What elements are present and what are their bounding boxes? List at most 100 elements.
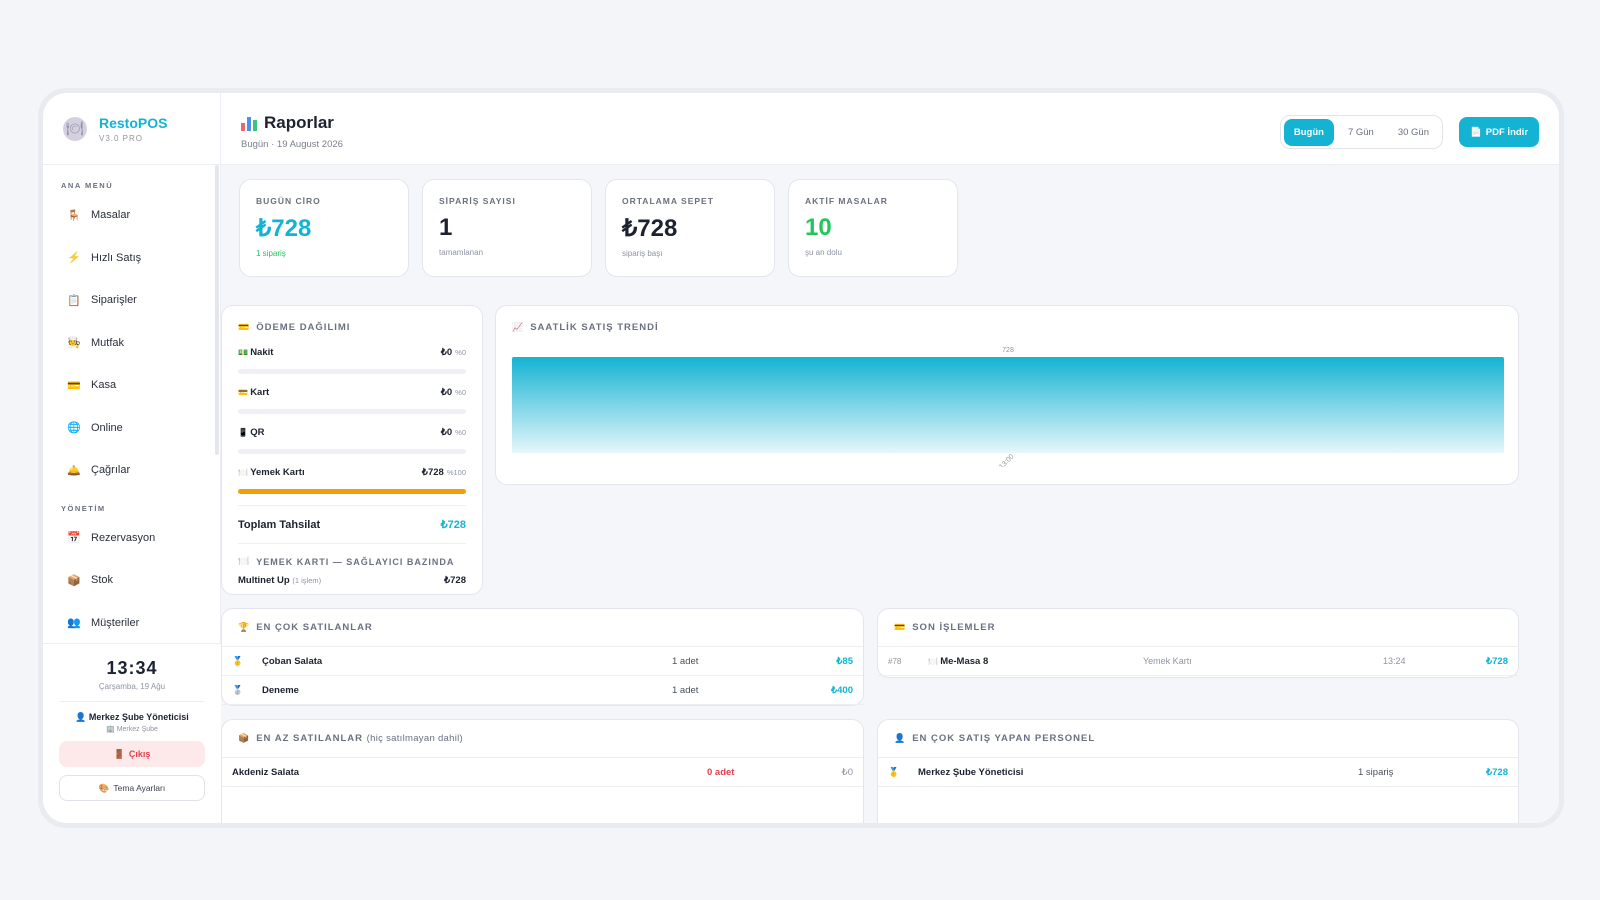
hourly-trend-card: 📈 SAATLİK SATIŞ TRENDİ 728 13:00 — [495, 305, 1519, 485]
sidebar-item-masalar[interactable]: 🪑 Masalar — [43, 194, 220, 237]
card-icon: 💳 — [238, 322, 251, 332]
provider-section: 🍽️ YEMEK KARTI — SAĞLAYICI BAZINDA Multin… — [238, 543, 466, 586]
plate-icon: 🍽️ — [238, 556, 251, 566]
pdf-download-button[interactable]: 📄 PDF İndir — [1459, 117, 1539, 147]
sidebar-scrollbar[interactable] — [215, 165, 219, 455]
range-7-days[interactable]: 7 Gün — [1347, 126, 1374, 138]
sidebar-item-label: Çağrılar — [91, 464, 131, 477]
item-amount: ₺400 — [831, 684, 853, 696]
kpi-label: SİPARİŞ SAYISI — [439, 196, 516, 206]
top-sellers-title: EN ÇOK SATILANLAR — [256, 622, 373, 633]
transaction-table-name: Me-Masa 8 — [940, 655, 989, 667]
kpi-average-basket: ORTALAMA SEPET ₺728 sipariş başı — [605, 179, 775, 277]
table-row[interactable]: #78 🍽️ Me-Masa 8 Yemek Kartı 13:24 ₺728 — [878, 647, 1518, 676]
user-branch: Merkez Şube — [116, 726, 158, 733]
branch-icon: 🏢 — [106, 726, 117, 733]
sidebar-item-online[interactable]: 🌐 Online — [43, 407, 220, 450]
payment-title: 💳 ÖDEME DAĞILIMI — [238, 322, 466, 333]
payment-method-label: QR — [250, 426, 265, 438]
sidebar-item-label: Online — [91, 421, 123, 434]
table-row[interactable]: 🥇 Çoban Salata 1 adet ₺85 — [222, 647, 863, 676]
kpi-sub: sipariş başı — [622, 249, 663, 258]
sidebar-item-mutfak[interactable]: 🧑‍🍳 Mutfak — [43, 322, 220, 365]
provider-name: Multinet Up — [238, 575, 290, 586]
range-today[interactable]: Bugün — [1283, 118, 1334, 146]
nav-icon: 💳 — [67, 379, 81, 392]
staff-orders: 1 sipariş — [1358, 766, 1394, 778]
door-icon: 🚪 — [113, 748, 125, 759]
least-sellers-title: EN AZ SATILANLAR — [256, 733, 363, 744]
clock: 13:34 — [106, 658, 158, 678]
nav-icon: 🌐 — [67, 422, 81, 435]
sidebar-item-label: Kasa — [91, 379, 117, 392]
section-main-title: ANA MENÜ — [61, 181, 114, 190]
nav-icon: 📋 — [67, 294, 81, 307]
recent-title: SON İŞLEMLER — [912, 622, 996, 633]
logout-label: Çıkış — [128, 749, 151, 759]
payment-row-line: 📱 QR ₺0 %0 — [238, 425, 466, 439]
sidebar-item-rezervasyon[interactable]: 📅 Rezervasyon — [43, 517, 220, 560]
logout-button[interactable]: 🚪 Çıkış — [59, 741, 205, 767]
page-title-text: Raporlar — [264, 113, 334, 132]
medal-icon: 🥇 — [888, 766, 900, 777]
item-qty: 1 adet — [672, 655, 699, 667]
sidebar-item--a-r-lar[interactable]: 🛎️ Çağrılar — [43, 449, 220, 492]
payment-bar-fill — [238, 489, 466, 494]
payment-bar — [238, 369, 466, 374]
least-sellers-card: 📦 EN AZ SATILANLAR (hiç satılmayan dahil)… — [221, 719, 864, 823]
payment-title-text: ÖDEME DAĞILIMI — [256, 322, 351, 333]
top-bar: Raporlar Bugün · 19 August 2026 Bugün 7 … — [221, 93, 1559, 165]
trend-title-text: SAATLİK SATIŞ TRENDİ — [530, 322, 659, 333]
payment-percent: %0 — [455, 347, 466, 357]
sidebar-item-label: Hızlı Satış — [91, 251, 142, 264]
hourly-trend-chart: 728 13:00 — [512, 347, 1504, 467]
person-icon: 👤 — [894, 733, 907, 743]
plate-icon: 🍽️ — [928, 656, 941, 666]
transaction-amount: ₺728 — [1486, 655, 1508, 667]
nav-icon: 👥 — [67, 617, 81, 630]
app-window: 🍽 RestoPOS V3.0 PRO ANA MENÜ 🪑 Masalar ⚡ Hı… — [43, 93, 1559, 823]
sidebar-footer: 13:34 Çarşamba, 19 Ağu 👤 Merkez Şube Yön… — [43, 643, 221, 823]
range-30-days[interactable]: 30 Gün — [1397, 126, 1429, 138]
transaction-time: 13:24 — [1383, 656, 1406, 666]
sidebar-item-stok[interactable]: 📦 Stok — [43, 559, 220, 602]
payment-bar — [238, 449, 466, 454]
admin-nav: 📅 Rezervasyon 📦 Stok 👥 Müşteriler — [43, 517, 220, 645]
sidebar-item-h-zl-sat-[interactable]: ⚡ Hızlı Satış — [43, 237, 220, 280]
payment-row: 🍽️ Yemek Kartı ₺728 %100 — [238, 465, 466, 494]
payment-row-line: 💵 Nakit ₺0 %0 — [238, 345, 466, 359]
sidebar-item-label: Rezervasyon — [91, 531, 156, 544]
kpi-sub: tamamlanan — [439, 248, 484, 257]
sidebar-item-sipari-ler[interactable]: 📋 Siparişler — [43, 279, 220, 322]
sidebar-item-m-teriler[interactable]: 👥 Müşteriler — [43, 602, 220, 645]
table-row[interactable]: 🥇 Merkez Şube Yöneticisi 1 sipariş ₺728 — [878, 758, 1518, 787]
transaction-table: 🍽️ Me-Masa 8 — [928, 656, 1143, 667]
payment-amount-group: ₺0 %0 — [441, 387, 466, 398]
nav-icon: 📅 — [67, 532, 81, 545]
provider-count: (1 işlem) — [292, 576, 322, 585]
sidebar-item-label: Mutfak — [91, 336, 125, 349]
nav-icon: 📦 — [67, 574, 81, 587]
table-row[interactable]: Akdeniz Salata 0 adet ₺0 — [222, 758, 863, 787]
item-qty: 0 adet — [707, 766, 735, 778]
palette-icon: 🎨 — [98, 782, 110, 793]
item-name: Deneme — [262, 684, 299, 696]
top-sellers-list: 🥇 Çoban Salata 1 adet ₺85 🥈 Deneme 1 adet ₺400 — [222, 647, 863, 705]
theme-settings-button[interactable]: 🎨 Tema Ayarları — [59, 775, 205, 801]
bar-chart-icon — [241, 115, 257, 131]
table-row[interactable]: 🥈 Deneme 1 adet ₺400 — [222, 676, 863, 705]
sidebar-item-kasa[interactable]: 💳 Kasa — [43, 364, 220, 407]
trend-chart-icon: 📈 — [512, 322, 525, 332]
sidebar-item-label: Müşteriler — [91, 616, 140, 629]
sidebar: 🍽 RestoPOS V3.0 PRO ANA MENÜ 🪑 Masalar ⚡ Hı… — [43, 93, 221, 823]
kpi-sub: şu an dolu — [805, 248, 842, 257]
payment-method-icon: 🍽️ — [238, 467, 251, 477]
top-staff-title: EN ÇOK SATIŞ YAPAN PERSONEL — [912, 733, 1096, 744]
pdf-label: PDF İndir — [1485, 126, 1529, 138]
sidebar-item-label: Stok — [91, 574, 114, 587]
staff-name: Merkez Şube Yöneticisi — [918, 766, 1024, 778]
user-panel: 👤 Merkez Şube Yöneticisi 🏢 Merkez Şube — [59, 701, 205, 733]
payment-row: 📱 QR ₺0 %0 — [238, 425, 466, 454]
section-admin-title: YÖNETİM — [61, 503, 106, 513]
transaction-id: #78 — [888, 656, 902, 666]
